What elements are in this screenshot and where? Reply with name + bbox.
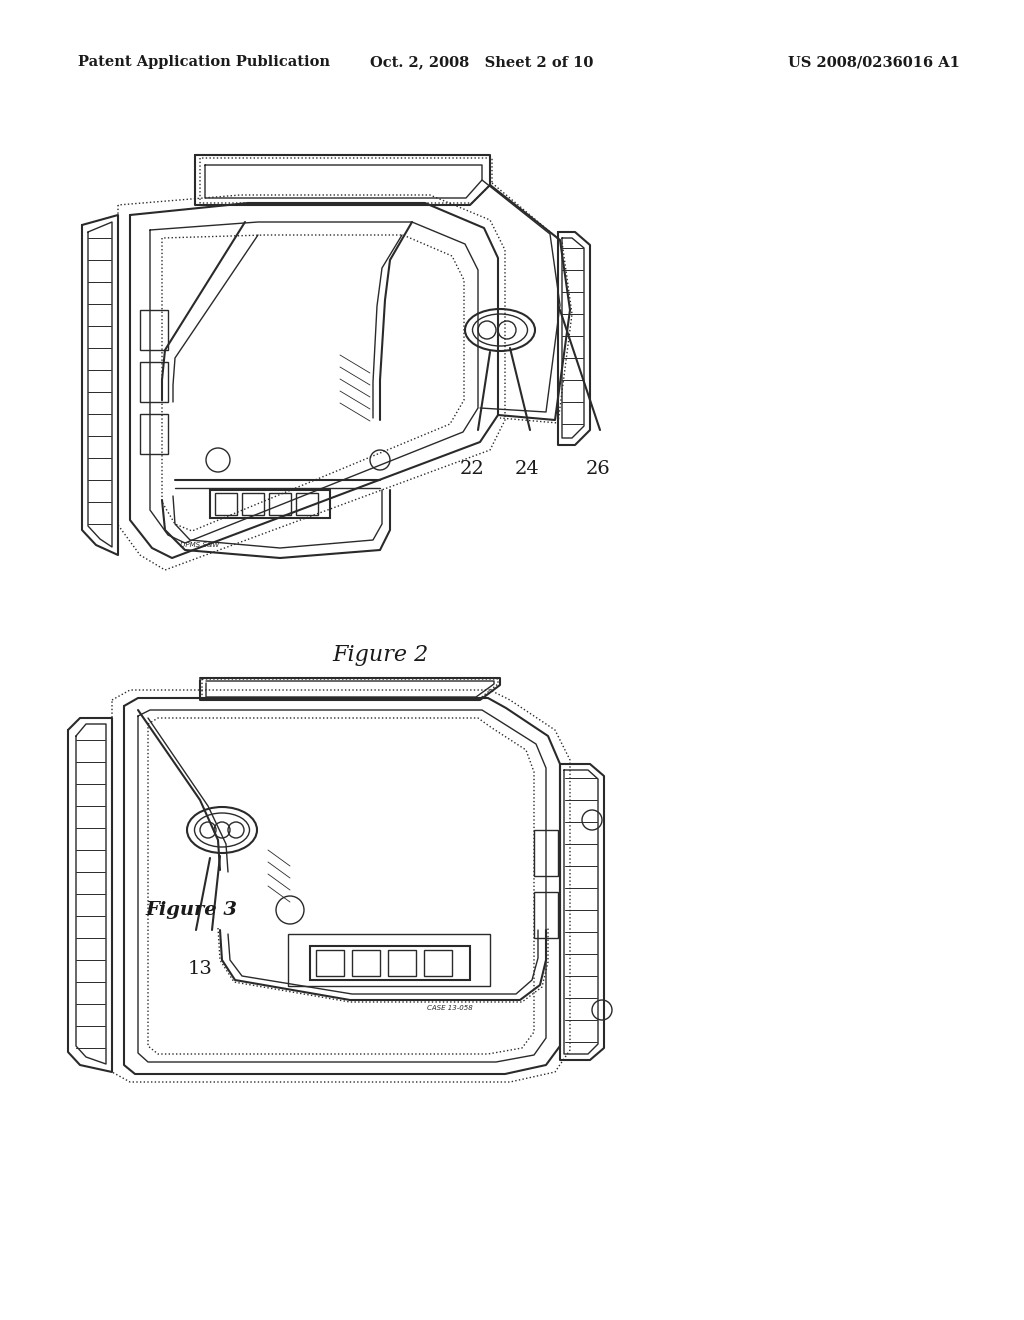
Bar (316, 950, 344, 975)
Text: Figure 2: Figure 2 (332, 644, 428, 667)
Text: US 2008/0236016 A1: US 2008/0236016 A1 (788, 55, 961, 69)
Text: Oct. 2, 2008   Sheet 2 of 10: Oct. 2, 2008 Sheet 2 of 10 (370, 55, 593, 69)
Bar (310, 946, 470, 979)
Bar (269, 492, 291, 515)
Text: 13: 13 (187, 960, 212, 978)
Text: 26: 26 (586, 459, 610, 478)
Text: 24: 24 (515, 459, 540, 478)
Bar (210, 490, 330, 517)
Text: Figure 3: Figure 3 (145, 902, 237, 919)
Bar (352, 950, 380, 975)
Text: 22: 22 (460, 459, 484, 478)
Bar (424, 950, 452, 975)
Bar (242, 492, 264, 515)
Text: DPMS S&W: DPMS S&W (180, 543, 219, 548)
Bar (140, 414, 168, 454)
Bar (140, 310, 168, 350)
Bar (140, 362, 168, 403)
Text: Patent Application Publication: Patent Application Publication (78, 55, 330, 69)
Bar (296, 492, 318, 515)
Bar (288, 935, 490, 986)
Bar (534, 830, 558, 876)
Bar (534, 892, 558, 939)
Bar (215, 492, 237, 515)
Bar (388, 950, 416, 975)
Text: CASE 13-058: CASE 13-058 (427, 1005, 473, 1011)
